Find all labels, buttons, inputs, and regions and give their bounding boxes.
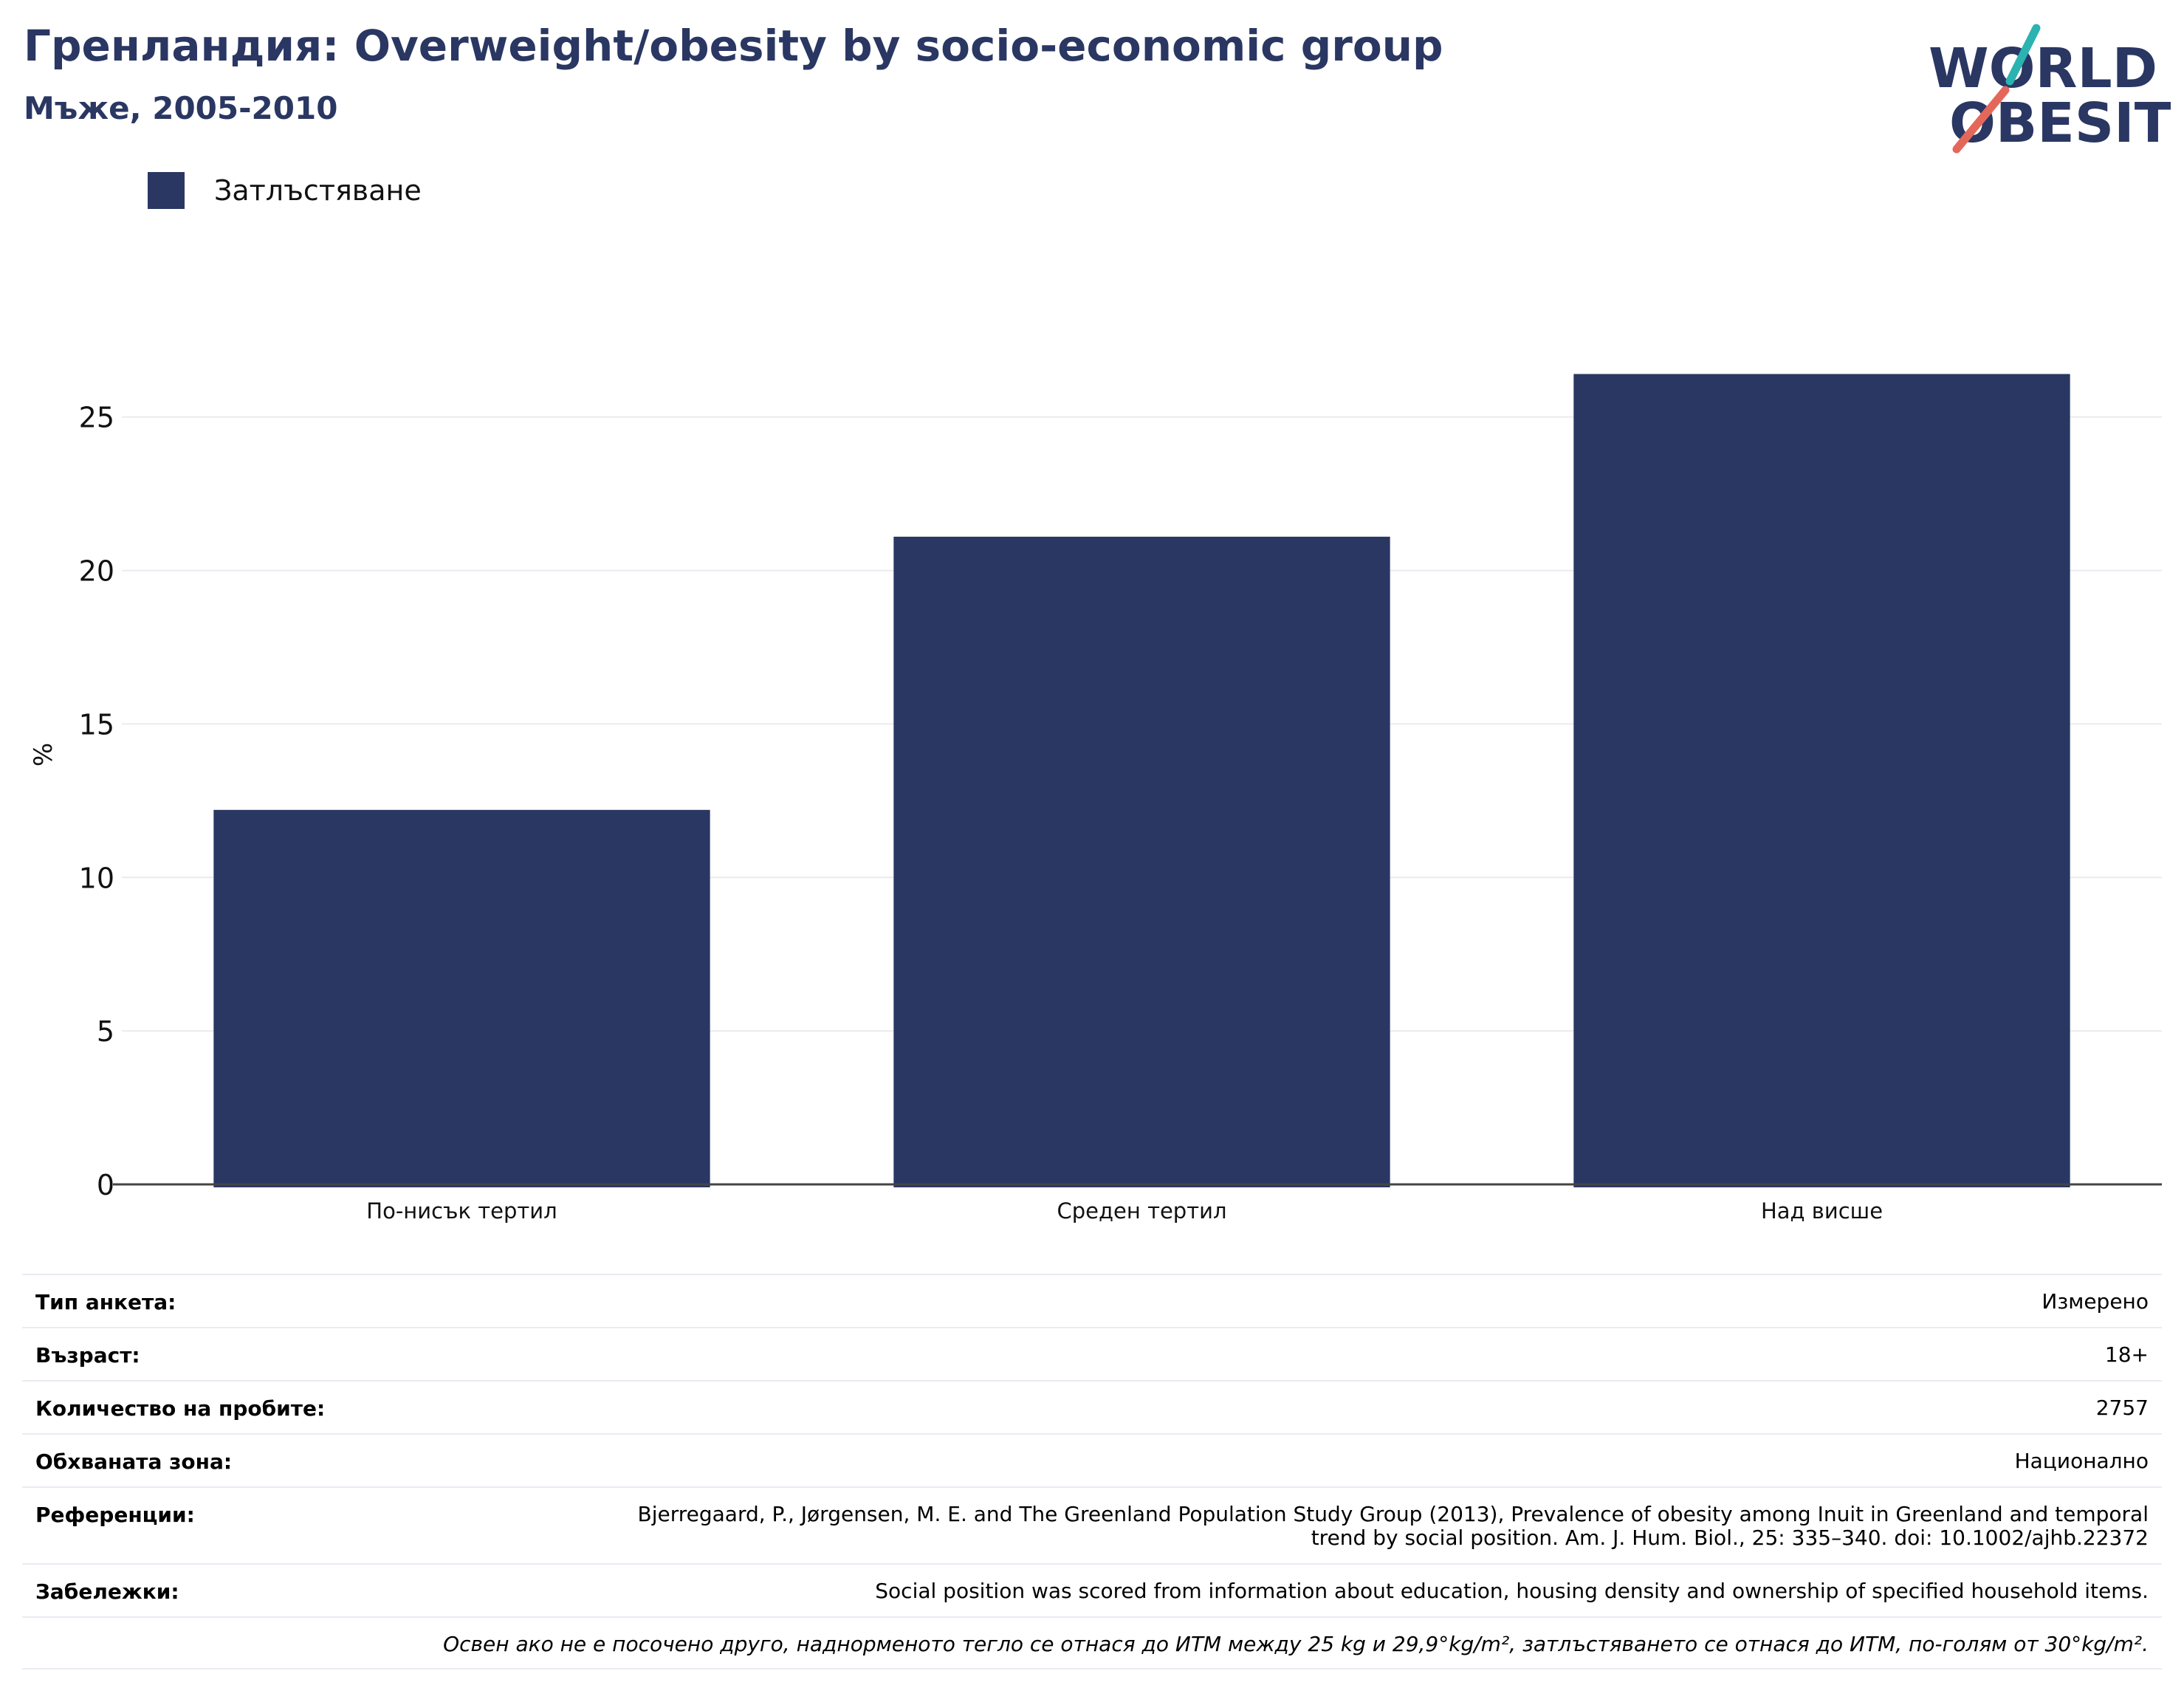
meta-label: Възраст:: [35, 1343, 140, 1368]
meta-value: Social position was scored from informat…: [875, 1579, 2149, 1603]
meta-row-area-covered: Обхваната зона: Национално: [22, 1433, 2162, 1486]
meta-row-sample-size: Количество на пробите: 2757: [22, 1380, 2162, 1433]
y-tick-label: 10: [79, 862, 114, 894]
footnote: Освен ако не е посочено друго, наднормен…: [443, 1632, 2149, 1656]
meta-label: Референции:: [35, 1503, 195, 1527]
legend: Затлъстяване: [148, 170, 422, 211]
legend-swatch: [148, 172, 185, 209]
bar-chart: 0 5 10 15 20 25% По-нисък тертил Среден тертил Н…: [29, 374, 2162, 1224]
meta-label: Забележки:: [35, 1579, 179, 1604]
chart-title: Гренландия: Overweight/obesity by socio-…: [24, 21, 1443, 71]
metadata-table: Тип анкета: Измерено Възраст: 18+ Количе…: [22, 1274, 2162, 1670]
meta-label: Обхваната зона:: [35, 1449, 233, 1474]
legend-label: Затлъстяване: [214, 174, 422, 207]
x-tick-label: Среден тертил: [1057, 1198, 1227, 1224]
chart-subtitle: Мъже, 2005-2010: [24, 90, 338, 126]
y-tick-label: 5: [97, 1015, 114, 1048]
y-tick-label: 15: [79, 708, 114, 741]
meta-row-age: Възраст: 18+: [22, 1327, 2162, 1380]
meta-value: Национално: [2014, 1449, 2149, 1473]
bar: [213, 809, 710, 1187]
y-tick-label: 20: [79, 555, 114, 588]
meta-value: 2757: [2095, 1396, 2149, 1420]
world-obesity-logo: WORLD OBESITY: [1929, 24, 2171, 155]
meta-row-references: Референции: Bjerregaard, P., Jørgensen, …: [22, 1486, 2162, 1563]
y-axis-label: %: [29, 743, 58, 766]
meta-value: Bjerregaard, P., Jørgensen, M. E. and Th…: [637, 1502, 2149, 1550]
meta-label: Тип анкета:: [35, 1290, 176, 1314]
meta-value: Измерено: [2042, 1289, 2149, 1314]
y-tick-label: 25: [79, 402, 114, 434]
bar: [1573, 374, 2070, 1187]
y-tick-label: 0: [97, 1169, 114, 1201]
meta-label: Количество на пробите:: [35, 1396, 326, 1421]
svg-text:WORLD: WORLD: [1929, 37, 2157, 100]
meta-row-survey-type: Тип анкета: Измерено: [22, 1274, 2162, 1327]
meta-row-footnote: Освен ако не е посочено друго, наднормен…: [22, 1616, 2162, 1670]
x-tick-label: По-нисък тертил: [366, 1198, 557, 1224]
x-tick-label: Над висше: [1761, 1198, 1883, 1224]
meta-row-notes: Забележки: Social position was scored fr…: [22, 1563, 2162, 1616]
bar: [893, 536, 1390, 1187]
svg-text:OBESITY: OBESITY: [1949, 92, 2171, 155]
meta-value: 18+: [2104, 1342, 2149, 1367]
